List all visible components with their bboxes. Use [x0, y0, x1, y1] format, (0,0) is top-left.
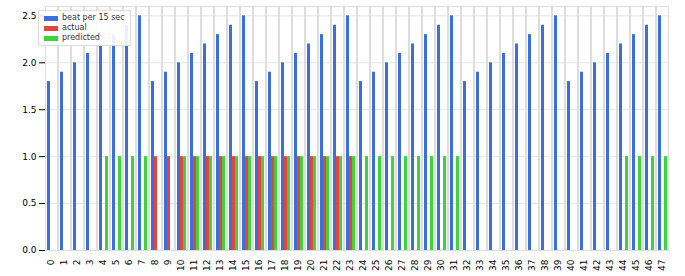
svg-text:15: 15 [241, 260, 251, 271]
svg-text:44: 44 [618, 259, 628, 271]
svg-text:3: 3 [85, 260, 95, 266]
svg-text:0.0: 0.0 [22, 245, 37, 255]
svg-text:1: 1 [59, 260, 69, 266]
svg-text:18: 18 [280, 259, 290, 271]
svg-text:32: 32 [462, 260, 472, 271]
svg-text:2.5: 2.5 [22, 11, 36, 21]
svg-text:17: 17 [267, 260, 277, 271]
svg-text:21: 21 [319, 260, 329, 271]
svg-text:37: 37 [527, 260, 537, 271]
html-text:predicted: predicted [62, 33, 100, 42]
svg-text:25: 25 [371, 260, 381, 271]
svg-text:11: 11 [189, 260, 199, 271]
svg-text:35: 35 [501, 260, 511, 271]
svg-text:46: 46 [644, 259, 654, 271]
svg-text:38: 38 [540, 259, 550, 271]
svg-text:14: 14 [228, 259, 238, 271]
svg-text:2: 2 [72, 260, 82, 266]
svg-text:30: 30 [436, 259, 446, 271]
svg-text:36: 36 [514, 259, 524, 271]
svg-text:16: 16 [254, 259, 264, 271]
svg-text:6: 6 [124, 259, 134, 265]
svg-text:5: 5 [111, 260, 121, 266]
svg-text:1.0: 1.0 [22, 152, 37, 162]
svg-text:22: 22 [332, 260, 342, 271]
svg-text:28: 28 [410, 259, 420, 271]
svg-text:31: 31 [449, 260, 459, 271]
svg-text:40: 40 [566, 259, 576, 271]
svg-text:8: 8 [150, 259, 160, 265]
svg-text:27: 27 [397, 260, 407, 271]
svg-text:39: 39 [553, 259, 563, 271]
svg-text:10: 10 [176, 259, 186, 271]
svg-text:19: 19 [293, 259, 303, 271]
html-text:actual: actual [62, 23, 87, 32]
html-text:beat per 15 sec: beat per 15 sec [62, 13, 125, 22]
svg-text:13: 13 [215, 260, 225, 271]
svg-text:0.5: 0.5 [22, 198, 36, 208]
svg-text:26: 26 [384, 259, 394, 271]
svg-text:41: 41 [579, 260, 589, 271]
svg-text:42: 42 [592, 260, 602, 271]
svg-text:20: 20 [306, 259, 316, 271]
svg-text:23: 23 [345, 260, 355, 271]
svg-text:29: 29 [423, 259, 433, 271]
svg-text:1.5: 1.5 [22, 105, 36, 115]
svg-text:24: 24 [358, 259, 368, 271]
svg-text:9: 9 [163, 259, 173, 265]
svg-text:4: 4 [98, 259, 108, 265]
svg-text:7: 7 [137, 260, 147, 266]
svg-text:47: 47 [657, 260, 667, 271]
svg-text:34: 34 [488, 259, 498, 271]
svg-text:0: 0 [46, 259, 56, 265]
svg-text:43: 43 [605, 260, 615, 271]
svg-text:12: 12 [202, 260, 212, 271]
svg-text:2.0: 2.0 [22, 58, 37, 68]
svg-text:45: 45 [631, 260, 641, 271]
svg-text:33: 33 [475, 260, 485, 271]
